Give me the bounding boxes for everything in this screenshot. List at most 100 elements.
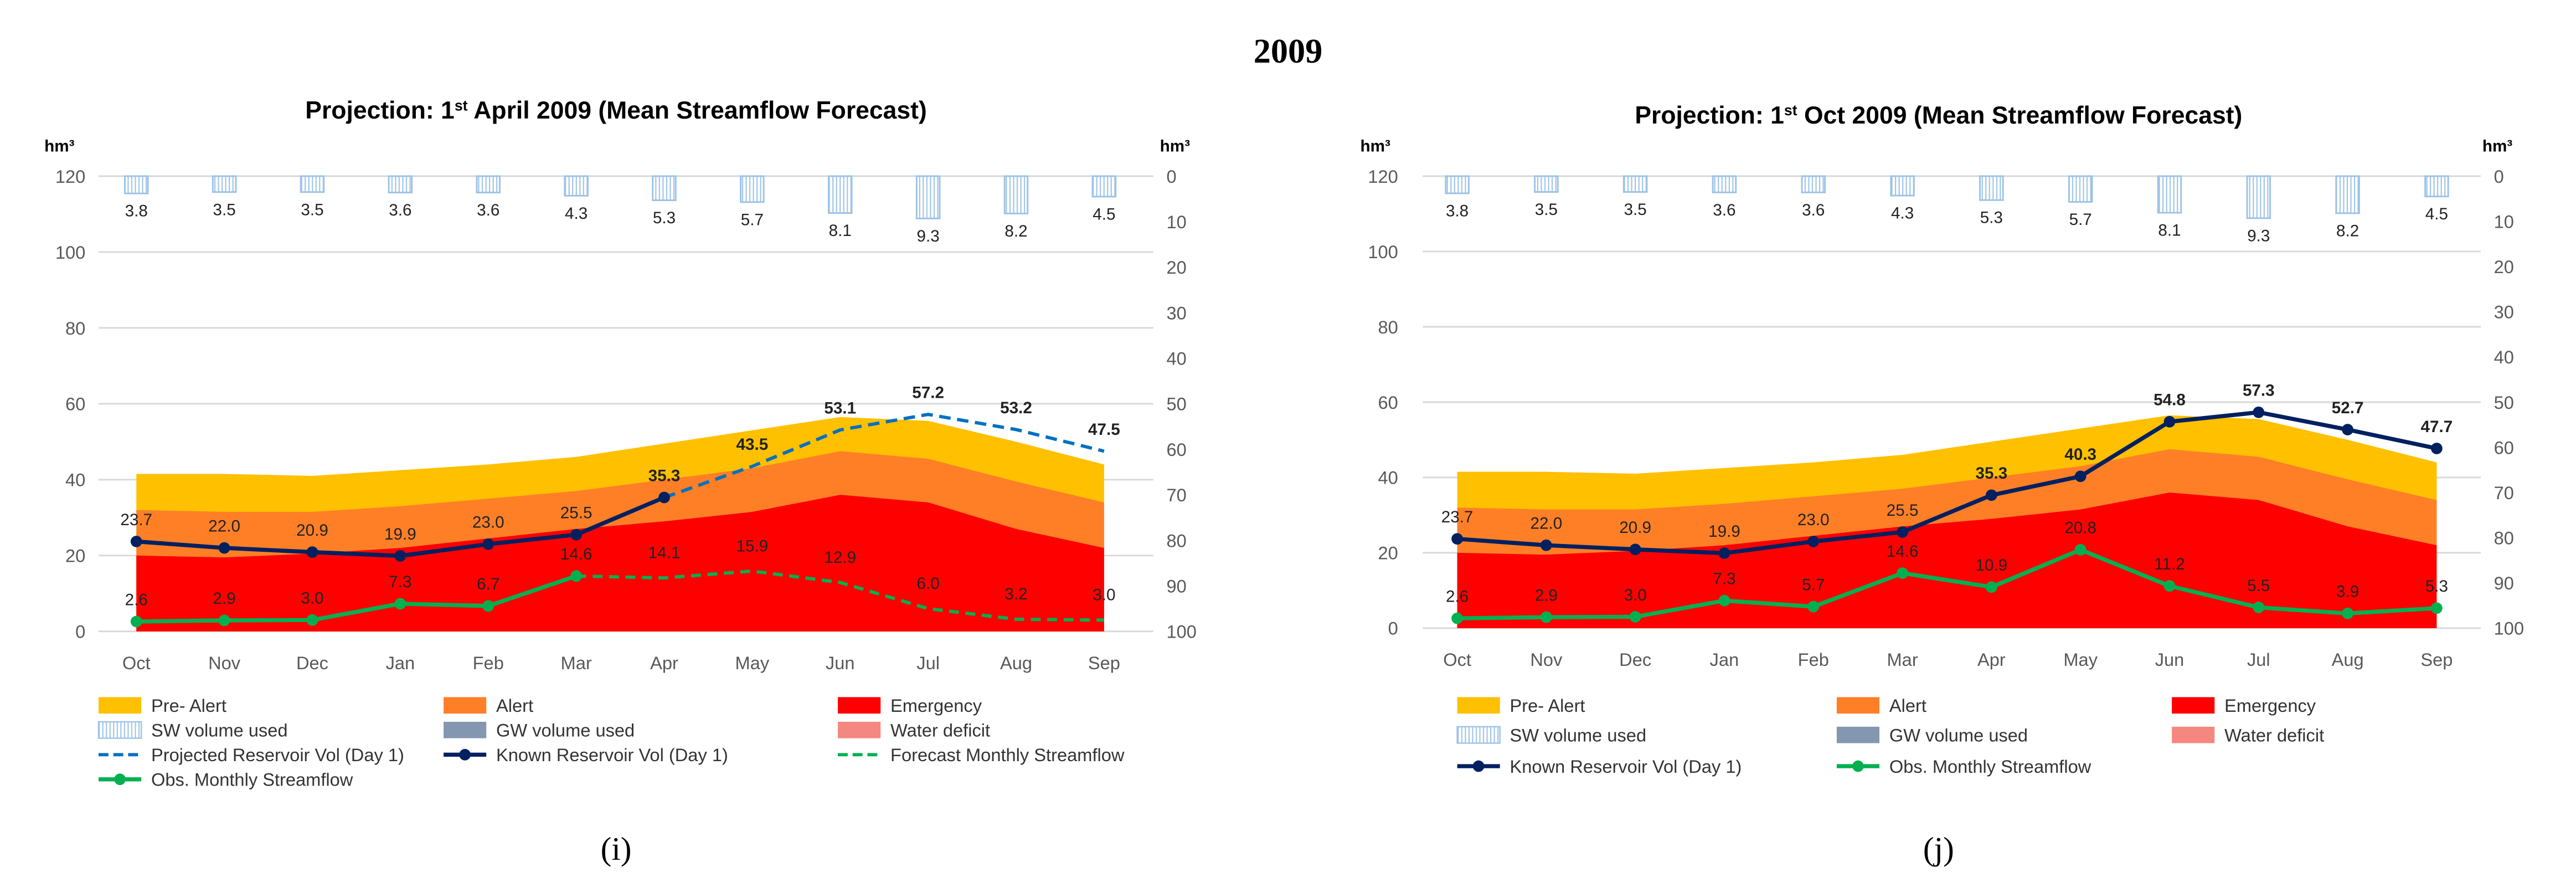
sw-volume-bar xyxy=(1091,175,1117,198)
legend-label: Water deficit xyxy=(890,720,990,741)
legend-swatch xyxy=(444,721,487,738)
sw-volume-label: 8.2 xyxy=(2336,222,2359,240)
known-reservoir-label: 22.0 xyxy=(1531,515,1563,533)
obs-streamflow-line-marker xyxy=(1986,581,1997,593)
legend-item-streamflow: Obs. Monthly Streamflow xyxy=(1836,756,2091,777)
sw-volume-bar xyxy=(212,175,237,193)
obs-streamflow-line-marker xyxy=(1897,567,1908,579)
known-reservoir-label: 20.9 xyxy=(296,521,328,540)
legend-label: Known Reservoir Vol (Day 1) xyxy=(496,745,728,765)
y-axis-unit: hm³ xyxy=(1361,137,1390,155)
sw-volume-label: 4.3 xyxy=(565,204,588,223)
sw-volume-label: 3.6 xyxy=(1713,201,1735,219)
sw-volume-bar xyxy=(740,175,765,203)
emergency-area xyxy=(136,495,1104,632)
legend-label: SW volume used xyxy=(1510,725,1647,746)
legend-label: GW volume used xyxy=(1889,725,2028,746)
x-tick-label: May xyxy=(2063,649,2098,670)
sw-volume-label: 3.6 xyxy=(1802,201,1825,219)
chart-caption: (j) xyxy=(1923,830,1954,867)
sw-volume-bar xyxy=(300,175,325,193)
legend-item-alert: Alert xyxy=(444,695,533,716)
obs-streamflow-label: 2.6 xyxy=(1446,587,1469,605)
x-tick-label: Dec xyxy=(1619,649,1651,670)
legend-item-deficit: Water deficit xyxy=(2172,725,2324,746)
legend-item-known: Known Reservoir Vol (Day 1) xyxy=(1457,756,1742,777)
x-tick-label: Apr xyxy=(1977,649,2006,670)
obs-streamflow-line-marker xyxy=(130,615,142,628)
known-reservoir-line-marker xyxy=(482,538,494,550)
sw-volume-bar xyxy=(1890,175,1915,197)
x-tick-label: Mar xyxy=(1887,649,1918,670)
y2-tick-label: 10 xyxy=(2494,211,2514,232)
obs-streamflow-line-marker xyxy=(1807,601,1820,613)
sw-volume-bar xyxy=(652,175,677,201)
y-tick-label: 80 xyxy=(65,318,85,338)
y2-tick-label: 60 xyxy=(1166,439,1186,460)
sw-volume-bar xyxy=(827,175,853,214)
known-reservoir-line-marker xyxy=(570,528,583,541)
x-tick-label: Feb xyxy=(1798,649,1829,670)
legend-swatch xyxy=(444,697,487,714)
obs-streamflow-line-marker xyxy=(1629,611,1641,623)
legend-swatch xyxy=(1836,697,1880,714)
obs-streamflow-label: 5.3 xyxy=(2425,577,2448,596)
y-tick-label: 100 xyxy=(55,242,85,263)
y2-tick-label: 90 xyxy=(1166,576,1186,596)
sw-volume-label: 3.5 xyxy=(301,201,323,219)
known-reservoir-line-marker xyxy=(218,542,230,554)
y-tick-label: 20 xyxy=(65,546,85,566)
forecast-streamflow-label: 3.2 xyxy=(1004,585,1027,603)
x-tick-label: Nov xyxy=(208,653,241,673)
y-axis-unit: hm³ xyxy=(44,137,74,155)
legend-swatch xyxy=(2172,726,2215,743)
x-tick-label: Dec xyxy=(296,653,328,673)
known-reservoir-label: 25.5 xyxy=(560,504,593,522)
y2-axis-unit: hm³ xyxy=(1160,137,1190,155)
y2-tick-label: 70 xyxy=(1166,485,1186,505)
obs-streamflow-line-marker xyxy=(2074,544,2086,556)
known-reservoir-line-marker xyxy=(2342,424,2353,435)
legend-item-sw: SW volume used xyxy=(97,720,288,741)
y2-axis-unit: hm³ xyxy=(2482,137,2512,155)
forecast-streamflow-label: 12.9 xyxy=(824,548,856,567)
y-tick-label: 60 xyxy=(65,394,85,414)
forecast-streamflow-label: 3.0 xyxy=(1093,586,1115,604)
obs-streamflow-label: 2.9 xyxy=(213,589,236,608)
sw-volume-bar xyxy=(915,175,941,219)
y-tick-label: 120 xyxy=(1368,166,1398,187)
legend-marker xyxy=(1852,760,1864,772)
obs-streamflow-line xyxy=(1457,547,2437,620)
obs-streamflow-line-marker xyxy=(306,614,318,626)
y2-tick-label: 80 xyxy=(1166,530,1186,551)
obs-streamflow-line xyxy=(136,574,577,624)
sw-volume-label: 3.6 xyxy=(477,201,499,219)
legend-label: GW volume used xyxy=(496,720,635,741)
y2-tick-label: 70 xyxy=(2494,483,2514,503)
y2-tick-label: 100 xyxy=(2494,618,2524,639)
known-reservoir-label: 19.9 xyxy=(384,525,416,543)
legend-marker xyxy=(1472,760,1485,772)
legend-label: Forecast Monthly Streamflow xyxy=(890,745,1125,765)
known-reservoir-label: 52.7 xyxy=(2332,399,2364,417)
legend-item-pre_alert: Pre- Alert xyxy=(1457,695,1585,716)
sw-volume-label: 3.5 xyxy=(1624,201,1647,219)
y-tick-label: 20 xyxy=(1378,543,1398,563)
forecast-streamflow-label: 14.1 xyxy=(648,544,681,562)
obs-streamflow-label: 7.3 xyxy=(389,573,411,591)
known-reservoir-line-marker xyxy=(306,546,318,558)
y-tick-label: 0 xyxy=(1388,618,1398,639)
obs-streamflow-label: 14.6 xyxy=(560,545,593,563)
legend-item-emergency: Emergency xyxy=(2172,695,2316,716)
y-tick-label: 40 xyxy=(65,470,85,490)
obs-streamflow-line-marker xyxy=(482,600,494,612)
obs-streamflow-line-marker xyxy=(2342,607,2353,619)
y-tick-label: 100 xyxy=(1368,242,1398,262)
legend-label: Pre- Alert xyxy=(1510,695,1585,716)
sw-volume-label: 5.7 xyxy=(2069,211,2092,229)
x-tick-label: Jul xyxy=(2247,649,2270,670)
known-reservoir-label: 47.7 xyxy=(2421,418,2453,436)
obs-streamflow-label: 2.9 xyxy=(1535,586,1558,604)
legend-label: Alert xyxy=(496,695,533,716)
